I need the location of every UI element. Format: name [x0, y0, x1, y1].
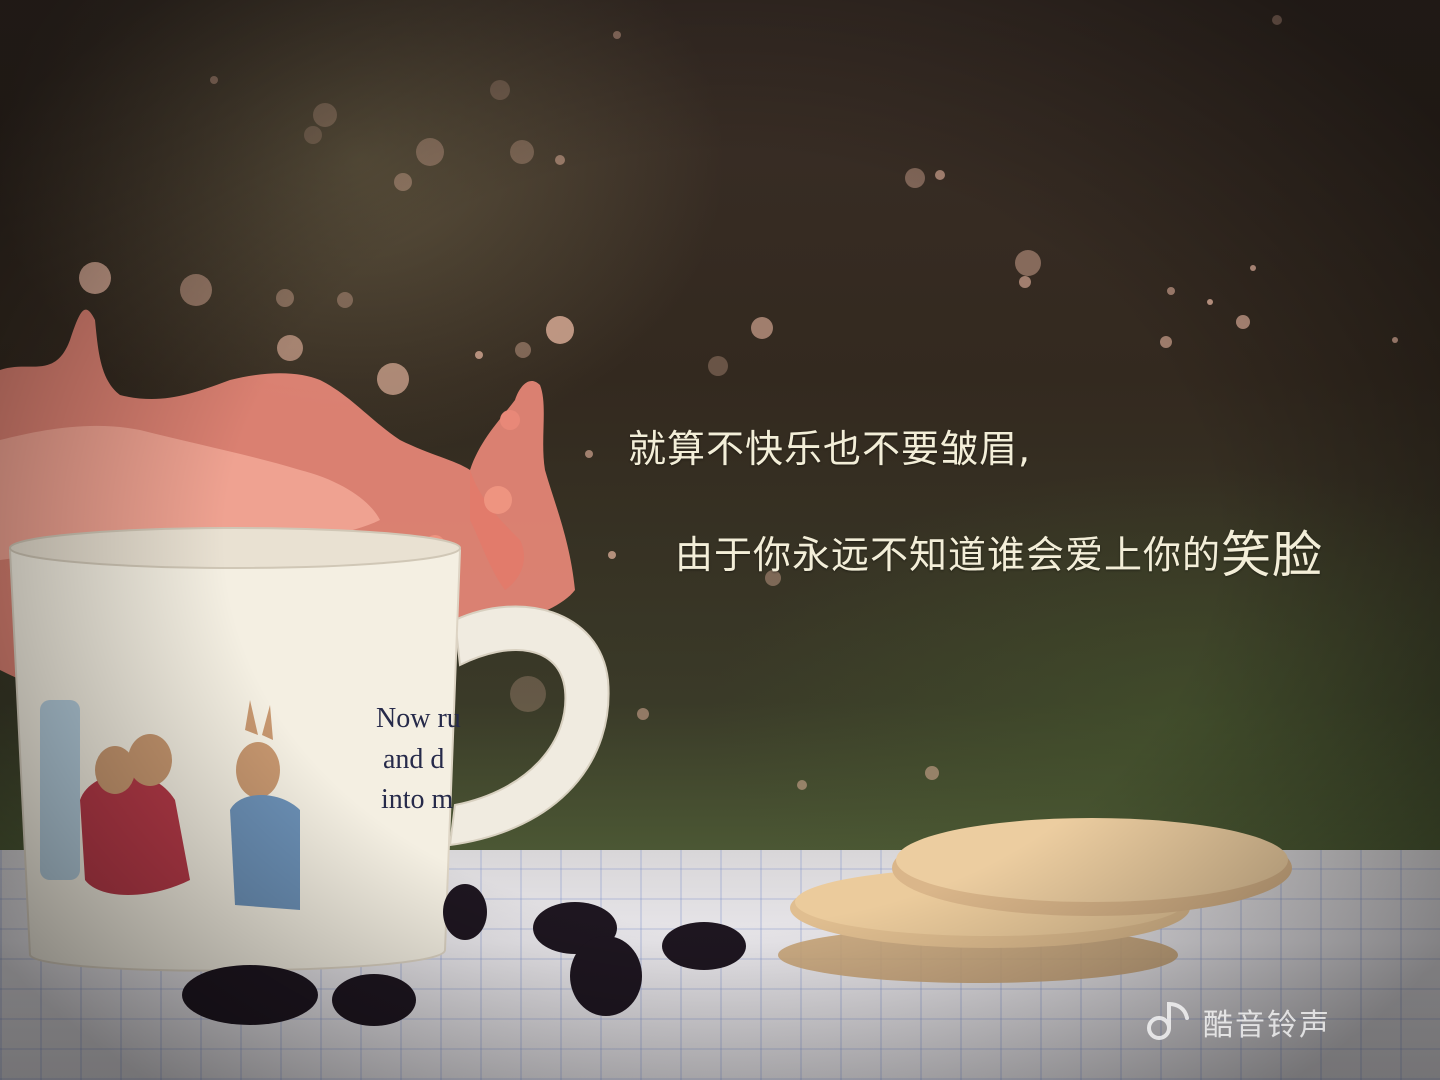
coffee-beans	[182, 884, 746, 1026]
mug-print-line: and d	[383, 744, 444, 775]
watermark-text: 酷音铃声	[1203, 1008, 1331, 1043]
music-note-logo-icon	[1145, 998, 1191, 1046]
biscuits	[778, 818, 1292, 983]
bokeh-droplets	[79, 15, 1398, 790]
caption-line-2: 由于你永远不知道谁会爱上你的笑脸	[675, 515, 1323, 587]
caption-line-1: 就算不快乐也不要皱眉,	[628, 427, 1032, 471]
caption-emphasis: 笑脸	[1221, 526, 1324, 584]
mug-print-line: Now ru	[376, 703, 461, 734]
mug-print-line: into m	[381, 784, 454, 815]
watermark: 酷音铃声	[1145, 998, 1385, 1046]
caption-line-2-main: 由于你永远不知道谁会爱上你的	[675, 533, 1222, 577]
mug-print-text: Now ru and d into m	[376, 703, 461, 815]
mug: Now ru and d into m	[8, 527, 610, 972]
rabbit-illustration	[40, 700, 300, 910]
